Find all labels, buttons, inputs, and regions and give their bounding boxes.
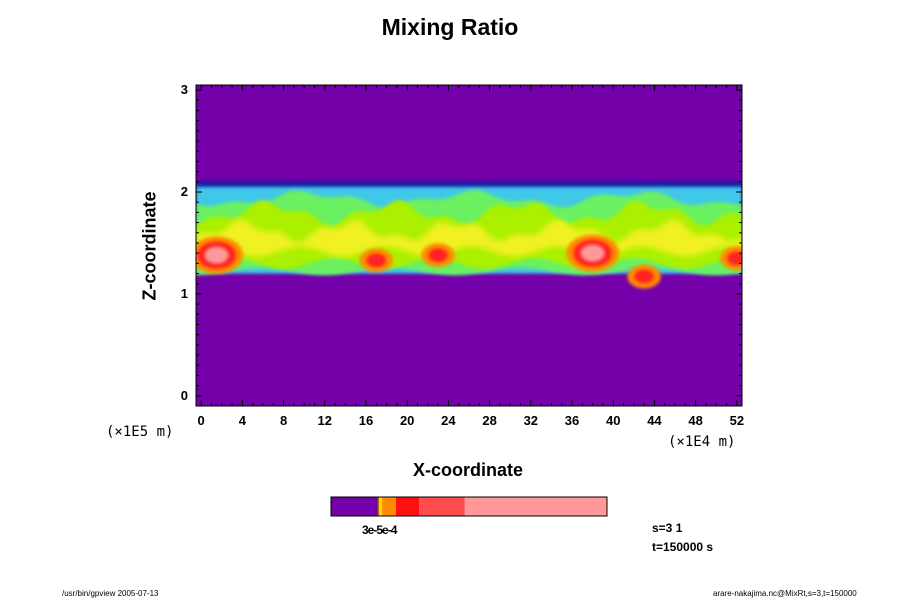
x-tick-label: 20 <box>399 413 415 428</box>
x-tick-label: 4 <box>238 413 246 428</box>
hot-spot-2-ring-1 <box>428 248 448 262</box>
layer-fringe <box>196 180 742 189</box>
x-tick-label: 16 <box>358 413 374 428</box>
x-tick-label: 8 <box>279 413 288 428</box>
x-tick-label: 32 <box>523 413 539 428</box>
hot-spot-4-ring-1 <box>634 269 654 284</box>
colorbar-segment <box>331 497 378 516</box>
chart-title: Mixing Ratio <box>381 14 519 40</box>
colorbar-segment <box>377 497 380 516</box>
hot-spot-5-ring-1 <box>727 251 742 266</box>
hot-spot-0-ring-2 <box>204 246 229 264</box>
x-tick-label: 28 <box>482 413 497 428</box>
x-tick-label: 48 <box>688 413 703 428</box>
mixing-layer <box>196 180 742 276</box>
colorbar-segment <box>395 497 420 516</box>
x-tick-label: 36 <box>564 413 580 428</box>
y-tick-label: 0 <box>180 387 188 403</box>
time-info: t=150000 s <box>652 540 714 554</box>
x-axis-unit: (×1E4 m) <box>668 434 736 450</box>
colorbar-segment <box>379 497 383 516</box>
x-tick-label: 12 <box>317 413 332 428</box>
y-axis-unit: (×1E5 m) <box>106 424 174 440</box>
footer-left: /usr/bin/gpview 2005-07-13 <box>62 589 159 598</box>
y-tick-label: 2 <box>180 184 188 199</box>
x-tick-label: 40 <box>605 413 621 428</box>
x-axis-label: X-coordinate <box>412 460 523 480</box>
y-tick-label: 3 <box>180 82 188 98</box>
colorbar-segment <box>419 497 465 516</box>
hot-spot-3-ring-2 <box>580 244 605 262</box>
hot-spots <box>196 234 742 289</box>
x-tick-label: 44 <box>647 413 662 428</box>
x-tick-label: 0 <box>197 413 205 428</box>
hot-spot-1-ring-1 <box>366 253 386 268</box>
colorbar-label: 3e-5e-4 <box>362 523 397 537</box>
y-tick-label: 1 <box>180 285 188 301</box>
x-tick-label: 24 <box>441 413 456 428</box>
footer-right: arare-nakajima.nc@MixRt,s=3,t=150000 <box>713 589 857 598</box>
x-ticks <box>200 85 738 406</box>
colorbar <box>330 496 608 517</box>
step-info: s=3 1 <box>652 521 683 535</box>
y-ticks <box>196 89 742 397</box>
colorbar-segment <box>382 497 396 516</box>
colorbar-frame <box>330 496 608 517</box>
x-tick-label: 52 <box>729 413 745 428</box>
colorbar-segment <box>464 497 607 516</box>
y-axis-label: Z-coordinate <box>139 191 160 301</box>
